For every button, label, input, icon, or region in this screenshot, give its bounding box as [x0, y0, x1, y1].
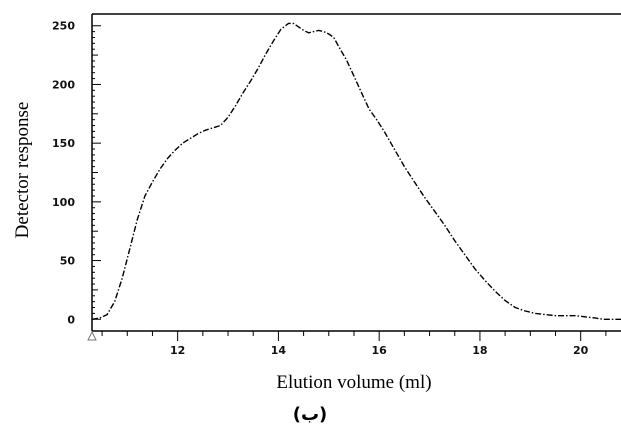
x-tick-label: 12	[170, 344, 185, 357]
x-axis-title: Elution volume (ml)	[276, 372, 431, 393]
series-line-0	[91, 22, 621, 320]
y-tick-label: 50	[60, 255, 76, 268]
x-axis-ticks: 12 14 16 18 20	[87, 330, 607, 357]
y-tick-label: 150	[52, 137, 75, 150]
origin-triangle-marker	[87, 330, 97, 341]
x-tick-label: 16	[372, 344, 388, 357]
plot-frame	[91, 13, 621, 332]
y-tick-label: 250	[52, 20, 75, 33]
figure-caption: (ب)	[293, 404, 328, 425]
y-tick-label: 100	[52, 196, 75, 209]
series-group	[91, 22, 621, 320]
y-axis-ticks: 0 50 100 150 200 250	[52, 20, 101, 326]
x-tick-label: 14	[271, 344, 287, 357]
x-tick-label: 20	[573, 344, 589, 357]
y-tick-label: 0	[67, 313, 75, 326]
y-axis-title: Detector response	[12, 102, 33, 239]
x-tick-label: 18	[472, 344, 487, 357]
y-tick-label: 200	[52, 78, 75, 91]
